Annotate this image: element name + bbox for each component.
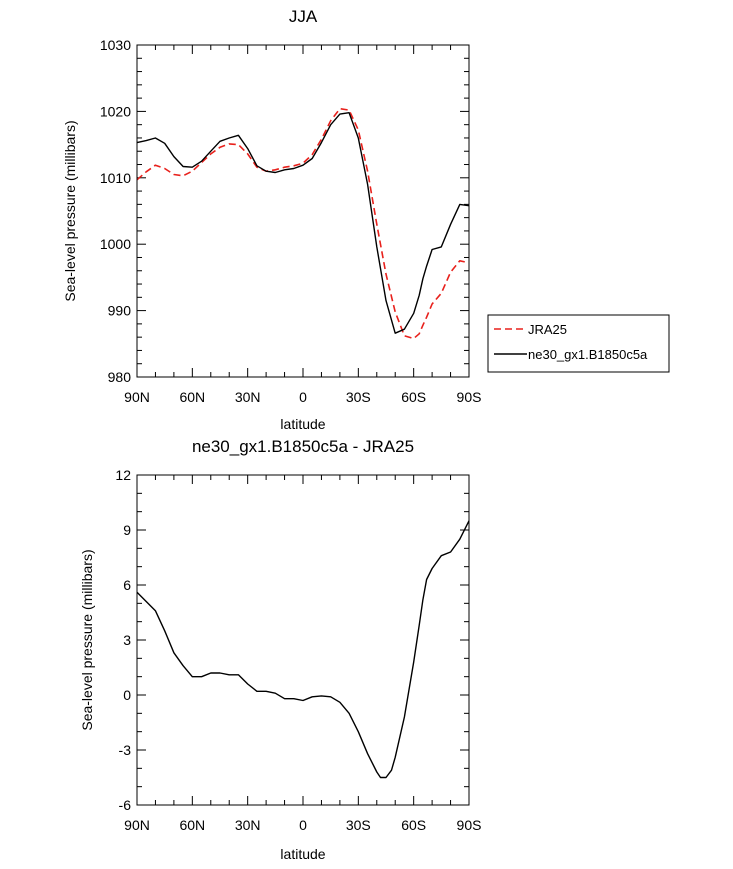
chart2-xtick-label: 60N (179, 817, 205, 833)
chart2-xtick-label: 30S (346, 817, 371, 833)
chart1-ytick-label: 1000 (100, 236, 131, 252)
legend-box (487, 314, 670, 373)
chart1-xtick-label: 60S (401, 389, 426, 405)
chart2-series-difference (136, 520, 470, 779)
chart1-lines (136, 107, 470, 340)
chart1-ticks: 90N 60N 30N 0 30S 60S 90S 980 990 1000 1010 1020 103… (100, 37, 482, 405)
chart1-ytick-label: 1020 (100, 103, 131, 119)
chart1-ytick-label: 990 (108, 303, 132, 319)
chart1-xlabel: latitude (280, 416, 325, 432)
chart1-ylabel: Sea-level pressure (millibars) (62, 120, 78, 301)
chart2-ylabel: Sea-level pressure (millibars) (79, 549, 95, 730)
chart2-ytick-label: 9 (123, 522, 131, 538)
chart1-xtick-label: 0 (299, 389, 307, 405)
chart1-xtick-label: 30S (346, 389, 371, 405)
chart2-ytick-label: -3 (119, 742, 132, 758)
chart2-xlabel: latitude (280, 846, 325, 862)
chart2-xtick-label: 90N (124, 817, 150, 833)
chart2-ytick-label: 0 (123, 687, 131, 703)
chart1-xtick-label: 60N (179, 389, 205, 405)
chart1-plot-frame (136, 44, 470, 378)
chart2-xtick-label: 0 (299, 817, 307, 833)
chart1-title: JJA (289, 7, 318, 26)
chart1-xtick-label: 90N (124, 389, 150, 405)
chart1-xtick-label: 30N (235, 389, 261, 405)
chart2-xtick-label: 60S (401, 817, 426, 833)
chart1-ytick-label: 1030 (100, 37, 131, 53)
chart2-plot-frame (136, 474, 470, 806)
chart2-xtick-label: 90S (457, 817, 482, 833)
chart1-series-ne30-gx1-b1850c5a (136, 111, 470, 334)
chart1-legend: JRA25 ne30_gx1.B1850c5a (487, 314, 670, 373)
chart2-ytick-label: -6 (119, 797, 132, 813)
chart2-ticks: 90N 60N 30N 0 30S 60S 90S -6 -3 0 3 6 9 12 (115, 467, 481, 833)
chart2-title: ne30_gx1.B1850c5a - JRA25 (192, 437, 414, 456)
legend-label-jra25: JRA25 (528, 322, 567, 337)
chart2-ytick-label: 12 (115, 467, 131, 483)
chart1-series-jra25 (136, 107, 470, 340)
chart2-xtick-label: 30N (235, 817, 261, 833)
chart2-ytick-label: 3 (123, 632, 131, 648)
legend-label-model: ne30_gx1.B1850c5a (528, 347, 648, 362)
chart1-ytick-label: 980 (108, 369, 132, 385)
chart1-xtick-label: 90S (457, 389, 482, 405)
chart2-ytick-label: 6 (123, 577, 131, 593)
chart1-ytick-label: 1010 (100, 170, 131, 186)
chart2-lines (136, 520, 470, 779)
